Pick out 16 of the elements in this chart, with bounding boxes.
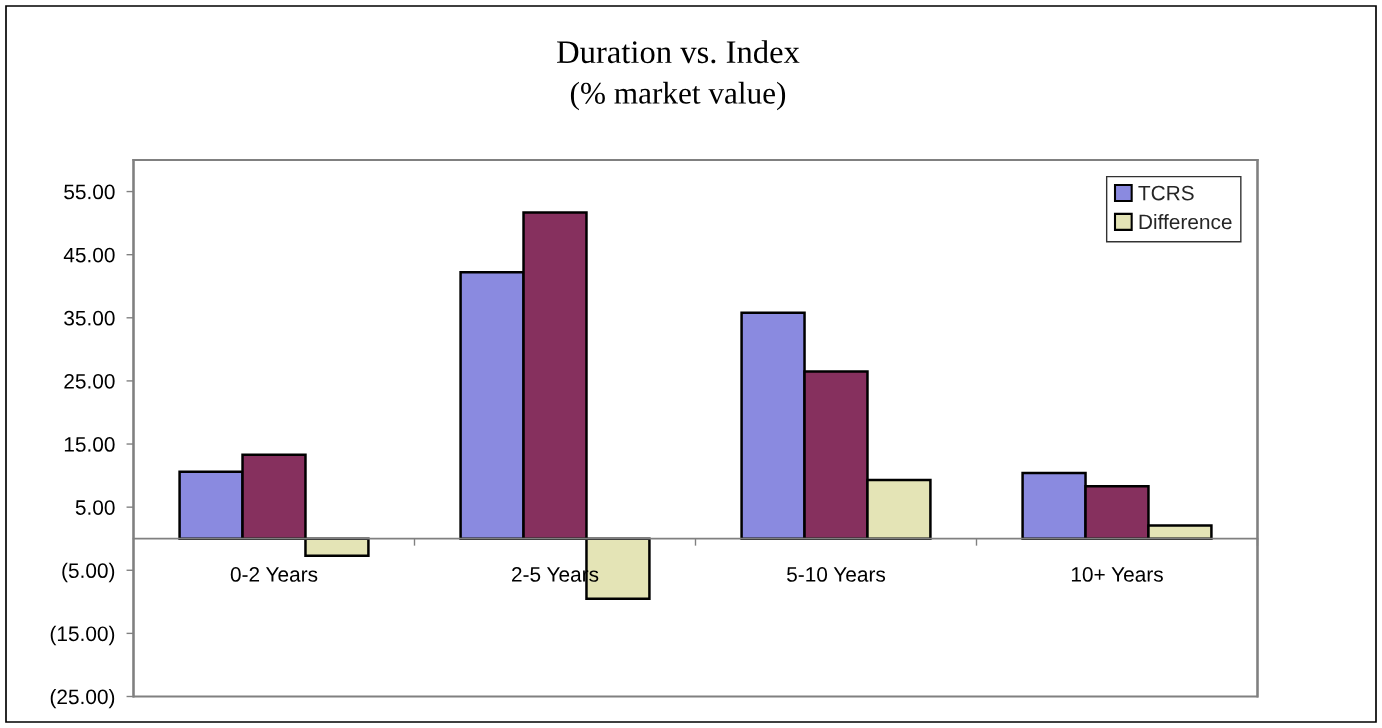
y-tick-label: (15.00) [50,625,115,646]
x-tick-label: 0-2 Years [230,567,318,582]
y-tick-label: 15.00 [64,437,115,452]
y-tick-label: (25.00) [50,688,115,709]
legend-label: TCRS [1138,185,1194,201]
chart-subtitle: (% market value) [570,81,786,111]
y-tick-label: (5.00) [62,562,115,583]
chart-title: Duration vs. Index [557,40,800,64]
x-tick-label: 5-10 Years [787,567,886,582]
x-tick-label: 10+ Years [1071,567,1163,582]
y-tick-label: 55.00 [64,184,115,200]
y-tick-label: 5.00 [75,500,115,515]
y-tick-label: 45.00 [63,247,115,263]
y-tick-label: 25.00 [64,373,115,389]
y-tick-label: 35.00 [64,310,115,326]
legend-label: Difference [1139,214,1232,230]
